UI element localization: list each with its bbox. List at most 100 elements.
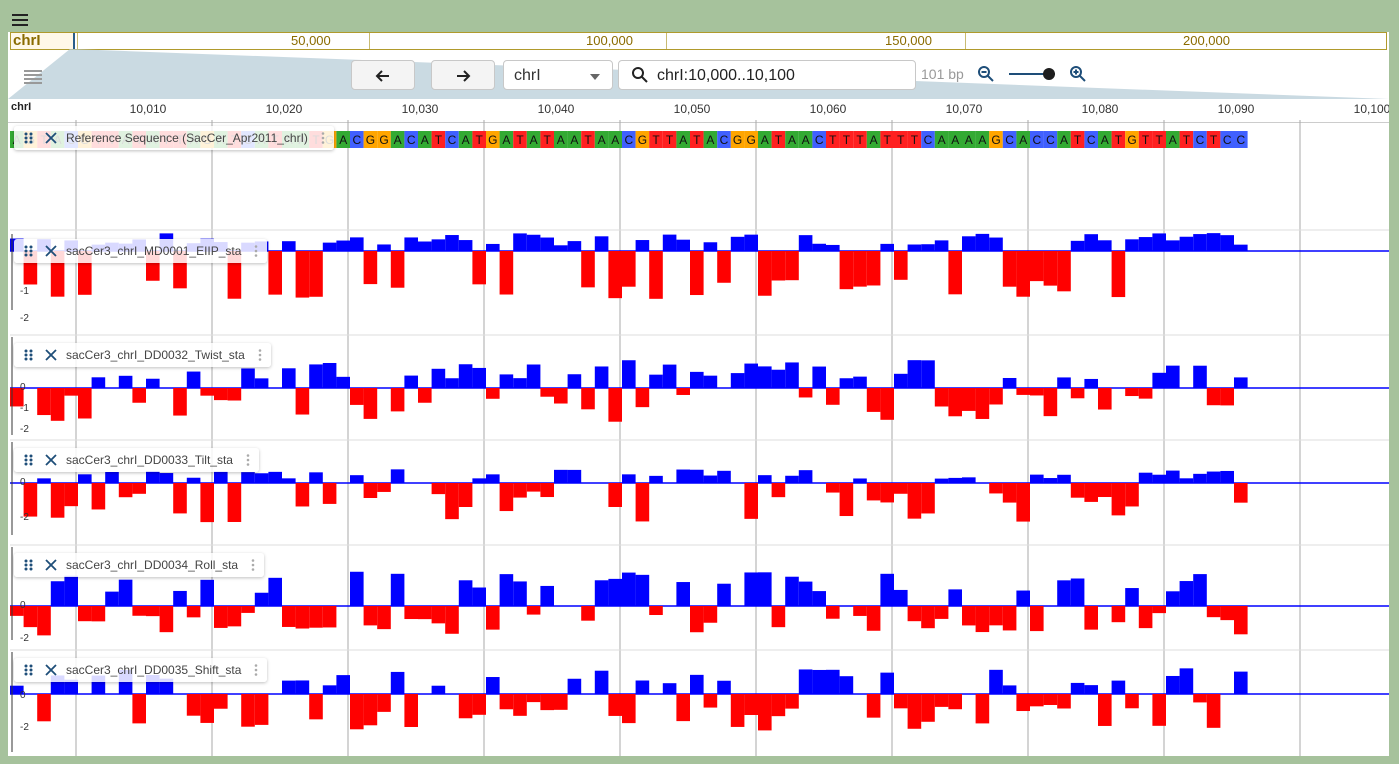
- signal-bar-positive: [458, 240, 473, 251]
- signal-bar-negative: [350, 694, 364, 730]
- signal-bar-negative: [839, 251, 854, 290]
- signal-bar-negative: [1098, 388, 1112, 410]
- signal-bar-positive: [826, 669, 840, 694]
- base-letter: T: [897, 133, 905, 147]
- close-icon[interactable]: [44, 663, 58, 677]
- drag-handle-icon[interactable]: [22, 663, 36, 677]
- signal-bar-positive: [785, 475, 799, 483]
- signal-bar-positive: [839, 378, 854, 388]
- signal-bar-positive: [1179, 236, 1194, 251]
- more-vert-icon[interactable]: [246, 558, 260, 572]
- location-input[interactable]: [655, 65, 909, 87]
- drag-handle-icon[interactable]: [22, 558, 36, 572]
- zoom-in-icon[interactable]: [1068, 64, 1088, 84]
- base-C: [404, 131, 418, 148]
- overview-tick: 150,000: [885, 33, 932, 48]
- signal-bar-positive: [554, 469, 568, 483]
- base-A: [676, 131, 690, 148]
- zoom-slider-knob[interactable]: [1043, 68, 1055, 80]
- drag-handle-icon[interactable]: [22, 348, 36, 362]
- signal-bar-negative: [1043, 251, 1058, 286]
- base-letter: A: [679, 133, 687, 147]
- base-letter: A: [1019, 133, 1027, 147]
- base-A: [798, 131, 813, 148]
- more-vert-icon[interactable]: [249, 663, 263, 677]
- base-letter: A: [978, 133, 986, 147]
- more-vert-icon[interactable]: [316, 131, 330, 145]
- drag-handle-icon[interactable]: [22, 131, 36, 145]
- signal-bar-negative: [839, 483, 854, 517]
- top-bar: [8, 8, 1389, 32]
- signal-bar-negative: [649, 251, 663, 299]
- more-vert-icon[interactable]: [253, 348, 267, 362]
- track-label-text: sacCer3_chrI_DD0034_Roll_sta: [66, 558, 239, 572]
- signal-bar-negative: [866, 388, 881, 412]
- forward-button[interactable]: [431, 60, 495, 90]
- signal-bar-positive: [431, 368, 446, 388]
- signal-bar-negative: [1084, 606, 1098, 630]
- signal-bar-positive: [486, 677, 500, 694]
- signal-bar-negative: [635, 483, 650, 522]
- close-icon[interactable]: [44, 244, 58, 258]
- signal-bar-positive: [1152, 233, 1166, 251]
- signal-bar-positive: [921, 360, 935, 388]
- signal-bar-positive: [1111, 680, 1126, 694]
- drag-handle-icon[interactable]: [22, 244, 36, 258]
- tracks-area[interactable]: AGTACGTTATATTAGATCATAATGACGGACATCATGATAT…: [10, 120, 1389, 756]
- reference-select[interactable]: chrI: [503, 60, 613, 90]
- signal-bar-positive: [1043, 478, 1058, 483]
- overview-tick-line: [369, 33, 370, 49]
- zoom-slider[interactable]: [1009, 68, 1055, 80]
- base-letter: C: [407, 133, 416, 147]
- base-A: [499, 131, 514, 148]
- location-search[interactable]: [618, 60, 916, 90]
- more-vert-icon[interactable]: [241, 453, 255, 467]
- y-axis-tick: -1: [20, 286, 29, 297]
- track-label-text: sacCer3_chrI_DD0032_Twist_sta: [66, 348, 245, 362]
- zoom-out-icon[interactable]: [976, 64, 996, 84]
- signal-bar-positive: [1193, 574, 1207, 606]
- signal-bar-positive: [1193, 234, 1207, 251]
- signal-bar-negative: [78, 388, 92, 419]
- signal-bar-negative: [554, 388, 568, 404]
- signal-bar-positive: [105, 591, 119, 606]
- close-icon[interactable]: [44, 348, 58, 362]
- signal-bar-negative: [934, 606, 949, 619]
- base-T: [431, 131, 446, 148]
- close-icon[interactable]: [44, 558, 58, 572]
- signal-bar-negative: [1138, 606, 1153, 629]
- hamburger-icon[interactable]: [11, 11, 29, 29]
- close-icon[interactable]: [44, 131, 58, 145]
- signal-bar-negative: [513, 694, 527, 716]
- base-G: [744, 131, 758, 148]
- back-button[interactable]: [351, 60, 415, 90]
- signal-bar-negative: [690, 606, 704, 633]
- signal-bar-positive: [377, 244, 391, 251]
- signal-bar-positive: [622, 360, 636, 388]
- close-icon[interactable]: [44, 453, 58, 467]
- signal-bar-positive: [622, 474, 636, 483]
- signal-bar-positive: [1220, 235, 1234, 251]
- drag-handle-icon[interactable]: [22, 453, 36, 467]
- signal-bar-positive: [703, 375, 718, 388]
- signal-bar-negative: [1084, 483, 1098, 502]
- signal-bar-positive: [404, 375, 418, 388]
- more-vert-icon[interactable]: [249, 244, 263, 258]
- signal-bar-positive: [254, 592, 269, 606]
- signal-bar-negative: [295, 606, 310, 629]
- overview-view-range[interactable]: [73, 33, 75, 49]
- list-icon[interactable]: [24, 70, 42, 86]
- signal-bar-negative: [921, 483, 935, 514]
- signal-bar-negative: [798, 388, 813, 398]
- signal-bar-positive: [1166, 365, 1180, 388]
- signal-bar-positive: [989, 237, 1003, 251]
- signal-bar-positive: [1193, 473, 1207, 483]
- overview-ruler[interactable]: chrI 50,000 100,000 150,000 200,000: [10, 32, 1387, 50]
- signal-bar-positive: [282, 241, 296, 251]
- signal-bar-positive: [350, 571, 364, 606]
- signal-bar-negative: [159, 606, 174, 633]
- signal-bar-negative: [1016, 694, 1030, 712]
- signal-bar-negative: [962, 388, 976, 411]
- signal-bar-negative: [1125, 694, 1139, 709]
- base-A: [758, 131, 772, 148]
